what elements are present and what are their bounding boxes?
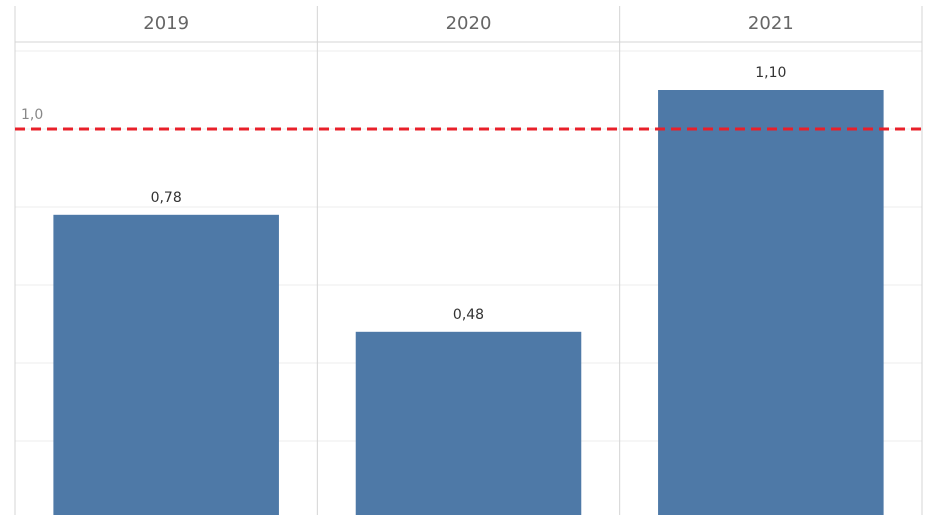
bar — [658, 90, 884, 515]
data-label: 0,48 — [453, 307, 484, 323]
bar — [355, 331, 582, 515]
bar — [53, 214, 279, 515]
reference-label: 1,0 — [21, 107, 43, 123]
column-header: 2021 — [748, 13, 794, 34]
column-header: 2020 — [446, 13, 492, 34]
data-label: 0,78 — [151, 190, 182, 206]
data-label: 1,10 — [755, 65, 786, 81]
column-header: 2019 — [143, 13, 189, 34]
